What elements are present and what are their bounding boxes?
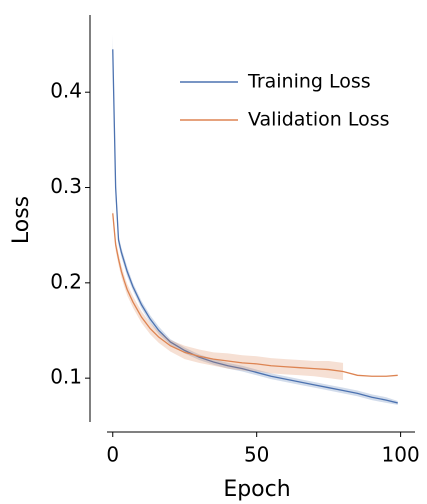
legend-label: Training Loss xyxy=(247,71,371,93)
x-tick-label: 100 xyxy=(382,443,420,467)
x-tick-label: 0 xyxy=(106,443,119,467)
x-axis-label: Epoch xyxy=(223,477,290,502)
confidence-band xyxy=(112,208,344,381)
x-tick-label: 50 xyxy=(244,443,269,467)
y-tick-label: 0.1 xyxy=(50,365,82,389)
loss-line xyxy=(112,213,398,377)
y-tick-label: 0.2 xyxy=(50,269,82,293)
y-tick-label: 0.4 xyxy=(50,79,82,103)
y-axis-label: Loss xyxy=(9,196,34,244)
legend-label: Validation Loss xyxy=(248,109,390,131)
loss-line xyxy=(112,49,398,404)
y-tick-label: 0.3 xyxy=(50,174,82,198)
